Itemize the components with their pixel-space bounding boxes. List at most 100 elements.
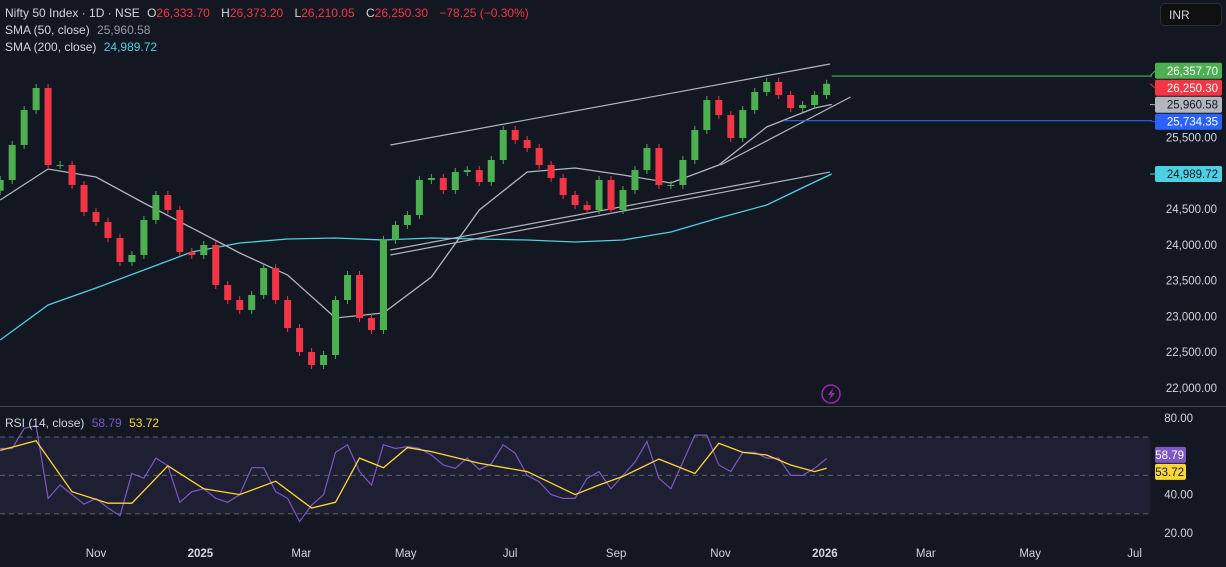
candle (92, 207, 100, 227)
currency-button[interactable]: INR (1160, 3, 1222, 26)
rsi-axis[interactable]: 80.00 40.00 20.00 (1164, 413, 1193, 540)
price-tag: 24,989.72 (1150, 165, 1222, 182)
price-tag-connector (1149, 83, 1156, 89)
candle (176, 205, 184, 256)
candle (200, 240, 208, 260)
candle (727, 111, 735, 142)
candle (116, 233, 124, 267)
candle-body (415, 179, 423, 215)
candle (679, 156, 687, 189)
price-tick: 23,500.00 (1166, 276, 1217, 288)
candle (0, 175, 4, 195)
candle-body (595, 179, 603, 210)
time-tick: 2025 (188, 548, 214, 560)
candle (667, 180, 675, 189)
candle (655, 143, 663, 189)
candle-body (248, 295, 256, 310)
candle-body (379, 239, 387, 331)
price-tag: 25,734.35 (1149, 113, 1222, 130)
candle (20, 106, 28, 149)
candle (775, 77, 783, 100)
candle-body (631, 170, 639, 191)
candle (823, 79, 831, 100)
rsi-tag: 58.79 (1155, 446, 1186, 463)
change-value: −78.25 (−0.30%) (439, 6, 529, 20)
price-tag-bg (1155, 62, 1222, 79)
rsi-label: RSI (14, close) (5, 416, 85, 430)
price-tag-text: 26,250.30 (1167, 83, 1218, 95)
lightning-icon[interactable] (821, 384, 841, 404)
candle-body (547, 165, 555, 178)
time-axis[interactable]: Nov 2025 Mar May Jul Sep Nov 2026 Mar May Jul (86, 548, 1142, 560)
candle (188, 247, 196, 260)
candle-body (751, 92, 759, 111)
candle-body (44, 88, 52, 166)
price-tag-text: 25,734.35 (1167, 117, 1218, 129)
candle-body (763, 81, 771, 93)
candle-body (68, 165, 76, 185)
sma200-legend[interactable]: SMA (200, close) 24,989.72 (5, 40, 161, 54)
candle (607, 175, 615, 214)
rsi-tag-bg (1155, 463, 1186, 480)
candle (236, 296, 244, 314)
candle (355, 270, 363, 322)
candle (164, 191, 172, 214)
candle (811, 91, 819, 110)
price-tag: 25,960.58 (1149, 96, 1222, 113)
sma50-value: 25,960.58 (97, 23, 151, 37)
candle (763, 77, 771, 97)
candle-body (511, 130, 519, 140)
price-tag-text: 26,357.70 (1167, 66, 1218, 78)
time-tick: Mar (291, 548, 311, 560)
candle-body (487, 160, 495, 182)
high-value: 26,373.20 (229, 6, 284, 20)
candle-body (559, 177, 567, 196)
price-tag: 26,357.70 (1149, 62, 1222, 79)
candle (487, 156, 495, 186)
candle-body (0, 179, 4, 191)
candle-body (140, 219, 148, 256)
rsi-value: 58.79 (91, 416, 122, 430)
candle (451, 168, 459, 195)
time-tick: Sep (606, 548, 626, 560)
candle-body (451, 172, 459, 191)
candle-body (775, 81, 783, 96)
candle (272, 264, 280, 305)
candle (799, 101, 807, 113)
trendline-0 (390, 63, 831, 146)
price-tag-connector (1149, 120, 1156, 123)
candle-body (20, 110, 28, 145)
candle (391, 221, 399, 244)
candle (104, 218, 112, 242)
candle-body (691, 130, 699, 161)
candle (463, 166, 471, 177)
trendline-2 (390, 180, 760, 251)
candle (691, 126, 699, 165)
time-tick: Jul (1127, 548, 1142, 560)
candle-body (499, 130, 507, 161)
rsi-tag: 53.72 (1155, 463, 1186, 480)
candle (56, 161, 64, 170)
price-axis[interactable]: 25,500.00 24,500.00 24,000.00 23,500.00 23,0… (1166, 132, 1217, 395)
candle-body (8, 144, 16, 180)
symbol-title[interactable]: Nifty 50 Index · 1D · NSE (5, 6, 140, 20)
candle-body (332, 300, 340, 356)
candle-body (284, 300, 292, 329)
trendlines[interactable] (390, 63, 851, 256)
candle-body (188, 251, 196, 256)
rsi-legend[interactable]: RSI (14, close) 58.79 53.72 (5, 416, 163, 430)
candle (140, 215, 148, 260)
candle-body (152, 195, 160, 220)
candle-body (583, 205, 591, 210)
rsi-path (0, 424, 827, 523)
price-tag-bg (1155, 96, 1222, 113)
sma50-legend[interactable]: SMA (50, close) 25,960.58 (5, 23, 154, 37)
candle-body (607, 179, 615, 210)
candle-body (272, 268, 280, 301)
horizontal-lines[interactable] (783, 75, 1152, 122)
candle (439, 173, 447, 195)
candle (583, 201, 591, 214)
candle (547, 161, 555, 182)
candle-body (116, 237, 124, 263)
